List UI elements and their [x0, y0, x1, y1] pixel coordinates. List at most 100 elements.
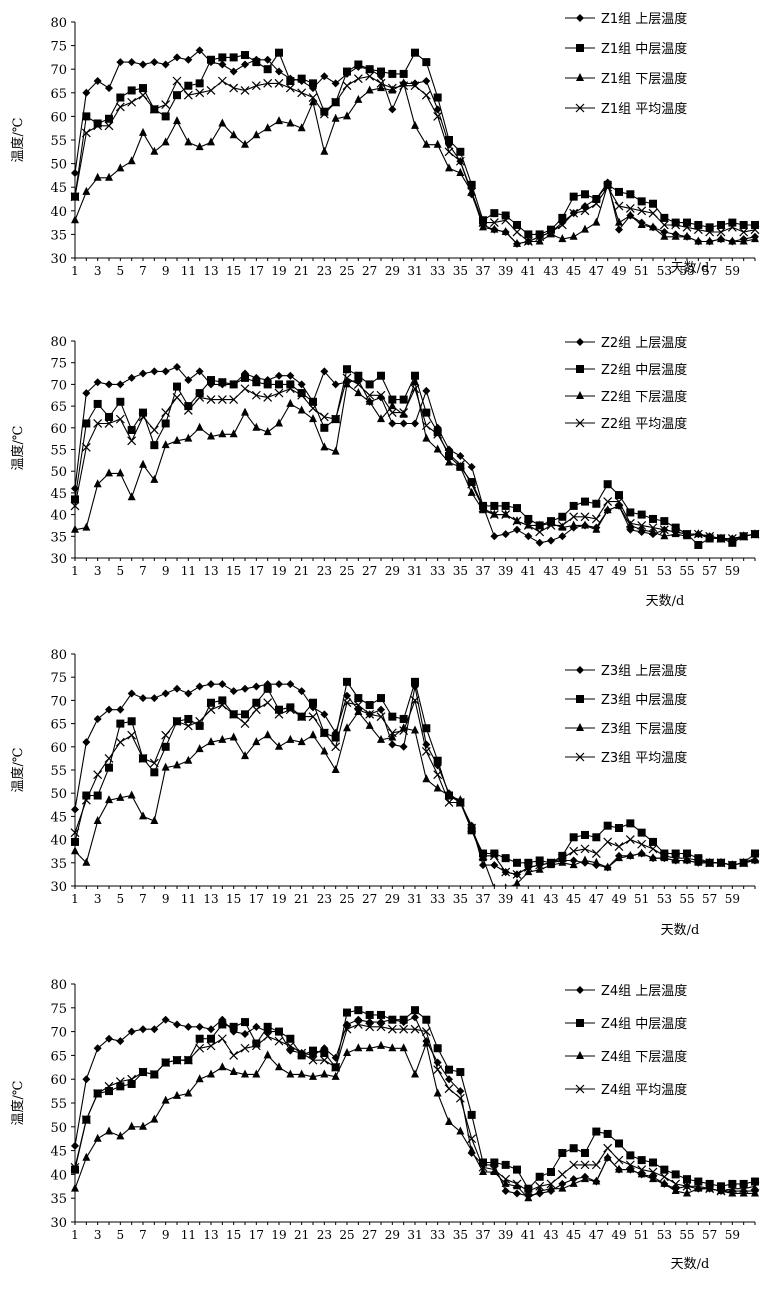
data-point — [195, 744, 204, 753]
data-point — [490, 224, 499, 233]
data-point — [217, 700, 227, 710]
data-point — [115, 414, 125, 424]
data-point — [388, 395, 397, 404]
data-point — [581, 1174, 589, 1183]
data-point — [411, 677, 419, 686]
data-point — [751, 855, 759, 864]
data-point — [648, 208, 658, 218]
data-point — [241, 51, 249, 60]
data-point — [207, 137, 215, 146]
x-tick-label: 53 — [657, 1228, 672, 1242]
data-point — [353, 700, 363, 710]
data-point — [116, 58, 125, 67]
data-point — [615, 1164, 623, 1173]
data-point — [71, 805, 79, 814]
data-point — [705, 533, 714, 542]
data-point — [660, 1178, 669, 1187]
data-point — [331, 733, 340, 742]
data-point — [671, 1170, 680, 1179]
data-point — [263, 55, 272, 64]
data-point — [116, 719, 125, 728]
data-point — [252, 698, 261, 707]
x-tick-label: 11 — [181, 264, 196, 278]
x-tick-label: 15 — [226, 1228, 241, 1242]
legend-entry: Z3组 上层温度 — [565, 663, 687, 679]
data-point — [580, 512, 590, 522]
data-point — [569, 192, 578, 201]
data-point — [207, 1069, 215, 1078]
data-point — [467, 1134, 477, 1144]
x-tick-label: 43 — [543, 892, 558, 906]
x-tick-label: 37 — [475, 892, 490, 906]
legend-label: Z3组 上层温度 — [601, 663, 687, 679]
data-point — [410, 384, 420, 394]
y-tick-label: 55 — [50, 764, 67, 779]
data-point — [207, 1025, 215, 1034]
legend-entry: Z4组 平均温度 — [565, 1082, 687, 1098]
data-point — [547, 229, 555, 238]
data-point — [229, 53, 238, 62]
data-point — [343, 723, 351, 732]
data-point — [308, 1055, 318, 1065]
data-point — [581, 497, 589, 506]
data-point — [116, 380, 125, 389]
data-point — [433, 429, 443, 439]
x-tick-label: 29 — [385, 564, 400, 578]
x-tick-label: 23 — [317, 264, 332, 278]
data-point — [388, 732, 397, 741]
data-point — [524, 1184, 533, 1193]
legend-label: Z1组 下层温度 — [601, 71, 687, 87]
data-point — [422, 386, 431, 395]
legend-marker — [576, 986, 584, 994]
data-point — [241, 1018, 249, 1027]
x-tick-label: 49 — [611, 264, 626, 278]
data-point — [286, 680, 295, 689]
data-point — [399, 409, 408, 418]
data-point — [592, 833, 601, 842]
data-point — [524, 858, 533, 867]
data-point — [105, 468, 113, 477]
legend-label: Z2组 中层温度 — [601, 362, 687, 378]
data-point — [569, 231, 578, 240]
data-point — [286, 398, 295, 407]
y-tick-label: 50 — [50, 158, 67, 173]
data-point — [149, 1070, 159, 1079]
data-point — [501, 215, 511, 225]
y-tick-label: 70 — [50, 1026, 67, 1041]
data-point — [433, 444, 442, 453]
data-point — [433, 139, 442, 148]
data-point — [127, 1079, 136, 1088]
x-tick-label: 35 — [453, 892, 468, 906]
data-point — [331, 414, 341, 424]
data-point — [195, 367, 204, 376]
data-point — [173, 1020, 181, 1029]
data-point — [150, 1025, 159, 1034]
data-point — [297, 390, 307, 400]
y-axis-label: 温度/℃ — [10, 426, 26, 471]
data-point — [535, 538, 544, 547]
data-point — [513, 1181, 521, 1190]
data-point — [82, 88, 91, 97]
data-point — [716, 1186, 726, 1196]
x-tick-label: 19 — [271, 564, 286, 578]
data-point — [717, 533, 725, 542]
data-point — [320, 367, 329, 376]
data-point — [445, 1075, 453, 1084]
data-point — [309, 397, 317, 406]
data-point — [492, 883, 496, 886]
data-point — [716, 534, 726, 543]
y-tick-label: 40 — [50, 509, 67, 524]
x-tick-label: 37 — [475, 1228, 490, 1242]
data-point — [626, 525, 635, 534]
data-point — [682, 222, 692, 232]
data-point — [750, 1181, 760, 1191]
data-point — [614, 497, 624, 507]
legend-entry: Z1组 上层温度 — [565, 11, 687, 27]
y-tick-label: 50 — [50, 787, 67, 802]
data-point — [320, 423, 329, 432]
data-point — [705, 227, 715, 237]
